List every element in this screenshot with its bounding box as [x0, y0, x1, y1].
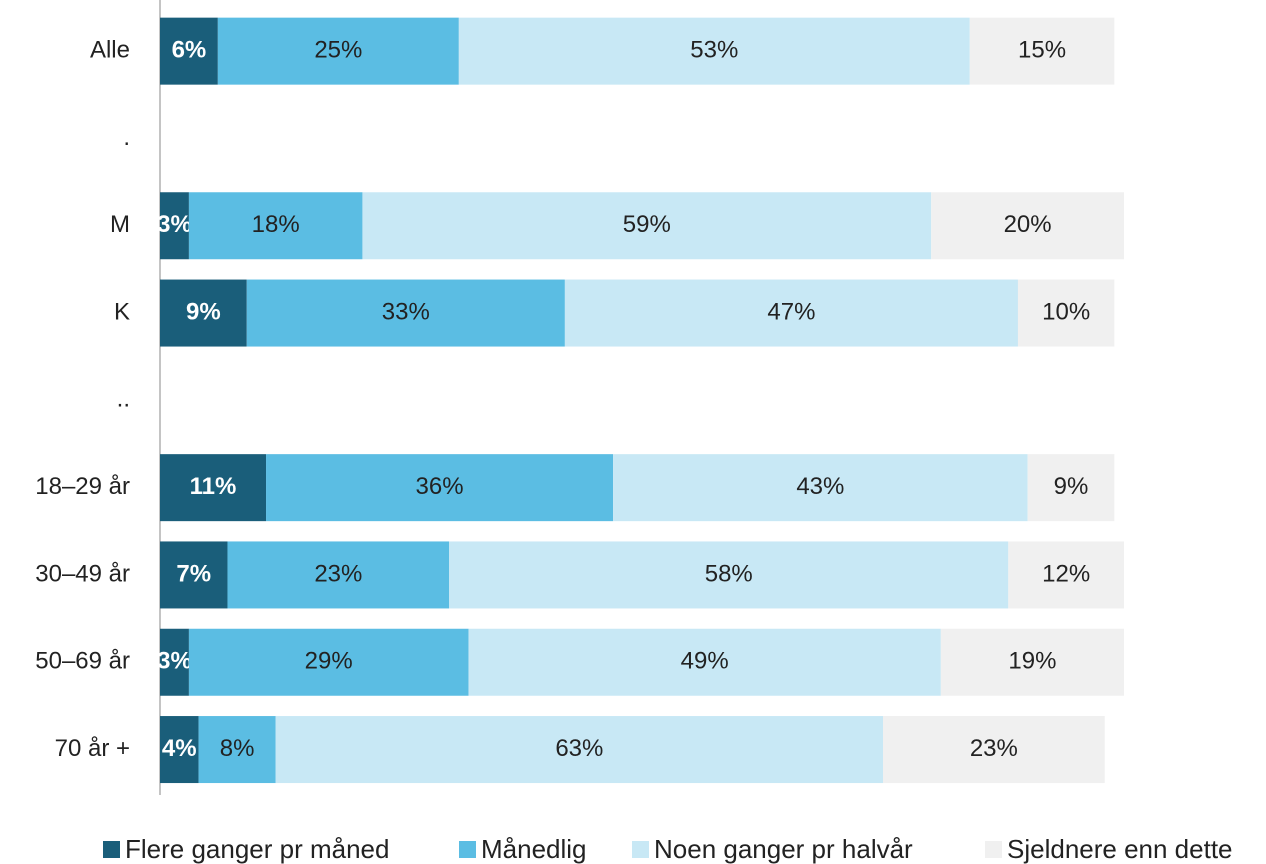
legend-label: Noen ganger pr halvår	[654, 834, 913, 864]
bar-segment	[1017, 279, 1115, 347]
bar-segment	[883, 716, 1105, 784]
bar-segment	[246, 279, 565, 347]
data-label: 49%	[681, 648, 729, 675]
bar-segment	[940, 628, 1124, 696]
data-label: 43%	[796, 473, 844, 500]
data-label: 29%	[305, 648, 353, 675]
data-label: 3%	[157, 211, 192, 238]
bar-segment	[468, 628, 941, 696]
bar-segment	[931, 192, 1124, 260]
data-label: 3%	[157, 648, 192, 675]
data-label: 7%	[176, 560, 211, 587]
data-label: 63%	[555, 735, 603, 762]
y-tick-label: 30–49 år	[35, 560, 130, 587]
y-tick-label: Alle	[90, 36, 130, 63]
bar-segment	[362, 192, 932, 260]
data-label: 4%	[162, 735, 197, 762]
data-label: 12%	[1042, 560, 1090, 587]
y-tick-label: K	[114, 298, 130, 325]
legend-label: Sjeldnere enn dette	[1007, 834, 1233, 864]
data-label: 36%	[416, 473, 464, 500]
data-label: 58%	[705, 560, 753, 587]
bar-segment	[969, 17, 1115, 85]
data-label: 19%	[1008, 648, 1056, 675]
legend-swatch	[632, 841, 649, 858]
data-label: 8%	[220, 735, 255, 762]
bar-segment	[188, 192, 363, 260]
bar-segment	[198, 716, 276, 784]
y-tick-label: .	[123, 124, 130, 151]
bar-segment	[613, 454, 1028, 522]
y-tick-label: 18–29 år	[35, 473, 130, 500]
bar-segment	[449, 541, 1009, 609]
data-label: 11%	[190, 473, 237, 500]
bar-segment	[160, 628, 189, 696]
data-label: 18%	[252, 211, 300, 238]
legend-label: Flere ganger pr måned	[125, 834, 389, 864]
data-label: 33%	[382, 298, 430, 325]
data-label: 10%	[1042, 298, 1090, 325]
data-label: 9%	[186, 298, 221, 325]
bar-segment	[188, 628, 469, 696]
bar-segment	[160, 454, 267, 522]
bar-segment	[458, 17, 970, 85]
legend-label: Månedlig	[481, 834, 587, 864]
bar-segment	[160, 541, 228, 609]
bar-segment	[275, 716, 883, 784]
data-label: 53%	[690, 36, 738, 63]
data-label: 25%	[314, 36, 362, 63]
data-label: 47%	[767, 298, 815, 325]
data-label: 20%	[1004, 211, 1052, 238]
bar-segment	[160, 716, 199, 784]
data-label: 59%	[623, 211, 671, 238]
bar-segment	[564, 279, 1018, 347]
data-label: 23%	[314, 560, 362, 587]
bar-segment	[160, 192, 189, 260]
bar-segment	[266, 454, 614, 522]
y-tick-label: 50–69 år	[35, 648, 130, 675]
y-tick-label: M	[110, 211, 130, 238]
bar-segment	[160, 17, 218, 85]
legend-swatch	[103, 841, 120, 858]
data-label: 23%	[970, 735, 1018, 762]
data-label: 6%	[172, 36, 207, 63]
bar-segment	[217, 17, 459, 85]
bar-segment	[1008, 541, 1124, 609]
y-tick-label: ..	[117, 386, 130, 413]
y-tick-label: 70 år +	[55, 735, 130, 762]
bar-segment	[1027, 454, 1115, 522]
legend-swatch	[985, 841, 1002, 858]
bar-segment	[227, 541, 450, 609]
legend-swatch	[459, 841, 476, 858]
data-label: 15%	[1018, 36, 1066, 63]
data-label: 9%	[1054, 473, 1089, 500]
bar-segment	[160, 279, 247, 347]
